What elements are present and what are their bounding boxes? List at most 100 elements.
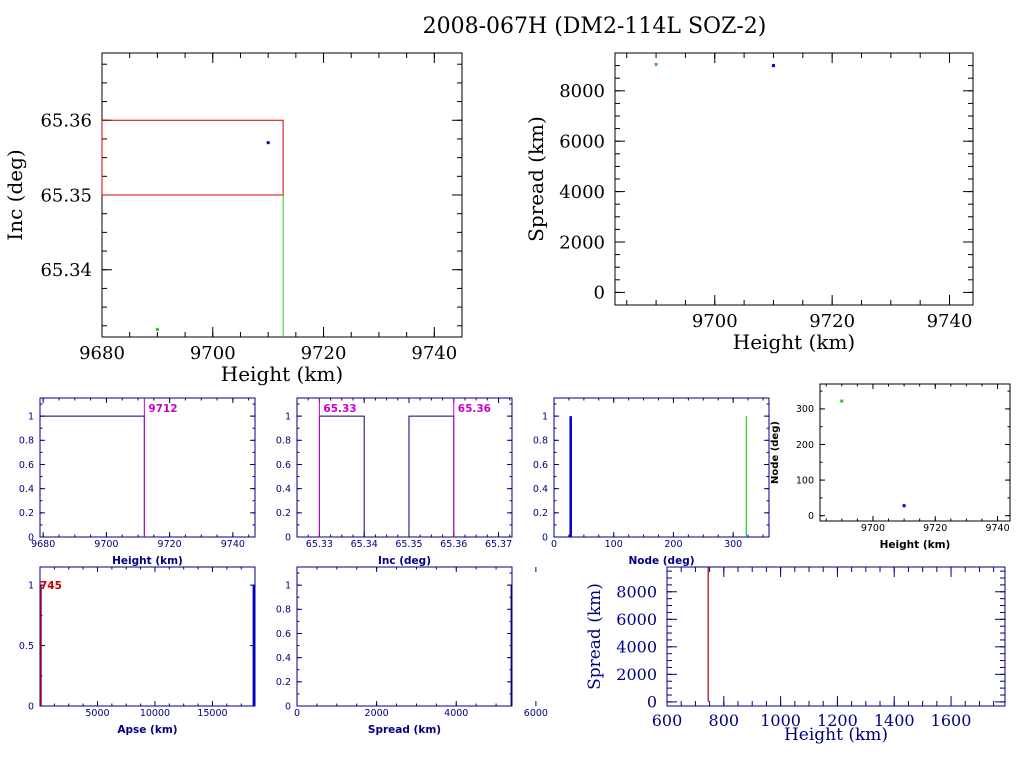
x-tick-label: 9720 xyxy=(809,311,855,332)
y-tick-label: 8000 xyxy=(559,81,605,102)
x-tick-label: 0 xyxy=(294,708,300,719)
y-tick-label: 1 xyxy=(28,580,34,591)
y-tick-label: 0.8 xyxy=(276,436,291,447)
x-axis-label: Inc (deg) xyxy=(378,555,431,567)
chart-inc_vs_height: 9680 9700 9720 9740 65.34 65.35 65.36 Height (k… xyxy=(3,52,463,386)
y-tick-label: 200 xyxy=(796,440,814,451)
x-axis-label: Height (km) xyxy=(221,362,343,386)
data-point xyxy=(771,64,775,68)
x-tick-label: 9740 xyxy=(985,523,1009,534)
chart-spread_vs_height: 9700 9720 9740 0 2000 4000 6000 8000 Height (km)… xyxy=(524,52,974,354)
y-tick-label: 0.4 xyxy=(276,484,291,495)
range-box xyxy=(101,119,284,196)
y-tick-label: 0 xyxy=(28,532,34,543)
y-tick-label: 4000 xyxy=(559,182,605,203)
x-tick-label: 9740 xyxy=(221,539,245,550)
marker-label: 65.33 xyxy=(323,403,356,415)
marker-label: 9712 xyxy=(148,403,177,415)
x-tick-label: 65.36 xyxy=(440,539,467,550)
x-tick-label: 1400 xyxy=(874,711,915,730)
y-tick-label: 0 xyxy=(28,701,34,712)
y-tick-label: 1 xyxy=(28,411,34,422)
data-point xyxy=(902,504,906,508)
histogram-step xyxy=(40,415,145,537)
x-tick-label: 4000 xyxy=(444,708,468,719)
y-tick-label: 0 xyxy=(285,532,291,543)
x-axis-label: Apse (km) xyxy=(117,724,177,736)
y-tick-label: 0.4 xyxy=(19,484,34,495)
x-tick-label: 300 xyxy=(724,539,742,550)
x-tick-label: 9680 xyxy=(31,539,55,550)
x-axis-label: Height (km) xyxy=(733,330,855,354)
y-tick-label: 0.2 xyxy=(276,677,291,688)
marker-label: 745 xyxy=(40,580,62,592)
x-tick-label: 10000 xyxy=(140,708,170,719)
x-tick-label: 9700 xyxy=(861,523,885,534)
x-tick-label: 9740 xyxy=(411,343,457,364)
x-tick-label: 65.34 xyxy=(351,539,378,550)
plot-frame xyxy=(39,397,256,538)
data-point xyxy=(266,141,270,145)
plot-frame xyxy=(39,566,256,707)
y-tick-label: 65.34 xyxy=(40,260,92,281)
x-axis-label: Height (km) xyxy=(784,725,888,745)
y-tick-label: 300 xyxy=(796,404,814,415)
x-tick-label: 1600 xyxy=(931,711,972,730)
marker-label: 65.36 xyxy=(458,403,491,415)
plot-frame xyxy=(614,52,974,306)
y-tick-label: 0.6 xyxy=(276,629,291,640)
x-axis-label: Node (deg) xyxy=(628,555,694,567)
y-tick-label: 0.2 xyxy=(276,508,291,519)
histogram-bin xyxy=(318,415,365,537)
x-tick-label: 9700 xyxy=(190,343,236,364)
chart-title: 2008-067H (DM2-114L SOZ-2) xyxy=(422,14,767,39)
x-tick-label: 9720 xyxy=(158,539,182,550)
y-tick-label: 0.8 xyxy=(19,436,34,447)
y-tick-label: 1 xyxy=(285,411,291,422)
chart-hist_inc: 65.33 65.34 65.35 65.36 65.37 0 0.2 0.4 0.6 0.8 1 I… xyxy=(276,397,513,567)
y-tick-label: 0.6 xyxy=(533,460,548,471)
y-tick-label: 0 xyxy=(647,692,657,711)
y-tick-label: 1 xyxy=(285,580,291,591)
histogram-bin xyxy=(408,415,455,537)
chart-hist_spread: 0 2000 4000 6000 0 0.2 0.4 0.6 0.8 1 Spread (km) xyxy=(276,566,548,736)
y-axis-label: Inc (deg) xyxy=(3,149,27,240)
y-tick-label: 0.2 xyxy=(19,508,34,519)
x-tick-label: 15000 xyxy=(197,708,227,719)
x-tick-label: 9680 xyxy=(79,343,125,364)
x-tick-label: 9720 xyxy=(301,343,347,364)
chart-hist_height: 9680 9700 9720 9740 0 0.2 0.4 0.6 0.8 1 Height (km… xyxy=(19,397,256,567)
y-tick-label: 1 xyxy=(542,411,548,422)
x-tick-label: 100 xyxy=(605,539,623,550)
y-tick-label: 6000 xyxy=(559,132,605,153)
y-axis-label: Node (deg) xyxy=(770,421,781,484)
x-tick-label: 65.37 xyxy=(485,539,512,550)
x-tick-label: 5000 xyxy=(85,708,109,719)
x-tick-label: 9720 xyxy=(923,523,947,534)
y-tick-label: 100 xyxy=(796,475,814,486)
y-tick-label: 0 xyxy=(285,701,291,712)
y-axis-label: Spread (km) xyxy=(585,583,605,690)
y-tick-label: 0.5 xyxy=(19,641,34,652)
y-tick-label: 4000 xyxy=(616,637,657,656)
y-tick-label: 0.6 xyxy=(19,460,34,471)
plot-frame xyxy=(553,397,770,538)
plot-frame xyxy=(296,566,513,707)
y-tick-label: 0.8 xyxy=(276,605,291,616)
x-axis-label: Spread (km) xyxy=(368,724,441,736)
x-tick-label: 9700 xyxy=(94,539,118,550)
x-axis-label: Height (km) xyxy=(880,539,951,551)
y-tick-label: 0 xyxy=(594,283,605,304)
y-tick-label: 2000 xyxy=(616,665,657,684)
x-tick-label: 9700 xyxy=(692,311,738,332)
x-tick-label: 65.33 xyxy=(306,539,333,550)
y-tick-label: 0.6 xyxy=(276,460,291,471)
x-tick-label: 200 xyxy=(664,539,682,550)
plot-frame xyxy=(296,397,513,538)
x-tick-label: 0 xyxy=(551,539,557,550)
x-tick-label: 65.35 xyxy=(395,539,422,550)
x-tick-label: 9740 xyxy=(927,311,973,332)
chart-hist_node: 0 100 200 300 0 0.2 0.4 0.6 0.8 1 Node (deg) xyxy=(533,397,770,567)
chart-spread_vs_height_low: 600 800 1000 1200 1400 1600 0 2000 4000 6000 8000 H… xyxy=(585,566,1006,745)
y-tick-label: 0.4 xyxy=(276,653,291,664)
